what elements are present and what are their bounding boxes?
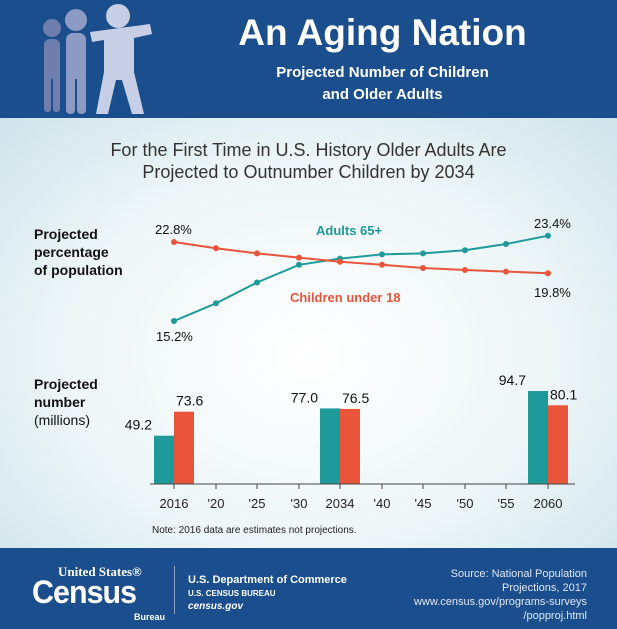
point-children-2 <box>254 250 260 257</box>
footer-divider <box>174 566 175 614</box>
point-adults-2 <box>254 279 260 286</box>
logo-sub-text: Bureau <box>134 612 166 622</box>
line-children <box>173 241 549 275</box>
bar-label-adults-0: 49.2 <box>125 417 152 433</box>
bar-children-0 <box>174 411 194 484</box>
bar-label-adults-4: 77.0 <box>291 389 318 405</box>
label-children-start: 22.8% <box>155 222 192 237</box>
header-banner: An Aging Nation Projected Number of Chil… <box>0 0 617 118</box>
headline-line-2: Projected to Outnumber Children by 2034 <box>142 162 475 182</box>
x-tick-label-7: '50 <box>457 496 474 511</box>
label-adults-start: 15.2% <box>156 329 193 344</box>
bureau-text: U.S. CENSUS BUREAU <box>188 589 276 598</box>
point-adults-3 <box>296 261 302 268</box>
census-logo: Census <box>32 574 137 610</box>
line-adults <box>173 234 549 322</box>
label-children-end: 19.8% <box>534 285 571 300</box>
point-adults-0 <box>171 318 177 324</box>
num-label-line-3: (millions) <box>34 412 90 428</box>
people-icon <box>43 4 152 114</box>
footer-banner: United States® Census Bureau U.S. Depart… <box>0 548 617 629</box>
point-children-8 <box>503 268 509 275</box>
point-children-5 <box>379 261 385 268</box>
point-adults-9 <box>545 232 551 239</box>
point-children-9 <box>545 270 551 277</box>
pct-label-line-1: Projected <box>34 226 98 242</box>
x-tick-label-4: 2034 <box>326 496 355 511</box>
source-line-2: Projections, 2017 <box>502 582 587 594</box>
bar-label-adults-9: 94.7 <box>499 372 526 388</box>
x-tick-label-6: '45 <box>415 496 432 511</box>
chart-note: Note: 2016 data are estimates not projec… <box>152 525 357 536</box>
subtitle-line-2: and Older Adults <box>322 86 443 103</box>
x-tick-label-9: 2060 <box>534 496 563 511</box>
point-children-1 <box>213 245 219 252</box>
chart-area <box>0 118 617 548</box>
point-adults-8 <box>503 241 509 247</box>
num-label-line-1: Projected <box>34 376 98 392</box>
headline-line-1: For the First Time in U.S. History Older… <box>110 140 507 160</box>
legend-children: Children under 18 <box>290 290 401 305</box>
x-tick-label-1: '20 <box>208 496 225 511</box>
point-children-4 <box>337 258 343 265</box>
bar-label-children-9: 80.1 <box>550 386 577 402</box>
source-line-1: Source: National Population <box>450 568 587 580</box>
bar-adults-9 <box>528 391 548 484</box>
x-tick-label-0: 2016 <box>160 496 189 511</box>
point-children-3 <box>296 254 302 261</box>
page-title: An Aging Nation <box>238 12 527 53</box>
bar-adults-4 <box>320 408 340 484</box>
num-label-line-2: number <box>34 394 86 410</box>
x-tick-label-2: '25 <box>249 496 266 511</box>
x-tick-label-3: '30 <box>291 496 308 511</box>
source-line-3[interactable]: www.census.gov/programs-surveys <box>413 596 587 608</box>
dept-text: U.S. Department of Commerce <box>188 574 347 586</box>
point-children-6 <box>420 265 426 271</box>
x-tick-label-8: '55 <box>498 496 515 511</box>
bar-adults-0 <box>154 435 174 484</box>
point-children-7 <box>462 267 468 273</box>
x-tick-label-5: '40 <box>374 496 391 511</box>
bar-label-children-0: 73.6 <box>176 393 203 409</box>
source-line-4[interactable]: /popproj.html <box>523 610 587 622</box>
bar-children-9 <box>548 405 568 484</box>
legend-adults: Adults 65+ <box>316 223 383 238</box>
label-adults-end: 23.4% <box>534 216 571 231</box>
point-adults-1 <box>213 300 219 307</box>
bar-label-children-4: 76.5 <box>342 390 369 406</box>
subtitle-line-1: Projected Number of Children <box>276 64 489 81</box>
point-adults-6 <box>420 250 426 257</box>
logo-top-text: United States® <box>58 564 142 579</box>
site-link[interactable]: census.gov <box>188 601 244 612</box>
pct-label-line-2: percentage <box>34 244 109 260</box>
point-adults-7 <box>462 247 468 254</box>
point-adults-5 <box>379 251 385 258</box>
pct-label-line-3: of population <box>34 262 123 278</box>
point-children-0 <box>171 239 177 245</box>
bar-children-4 <box>340 408 360 484</box>
